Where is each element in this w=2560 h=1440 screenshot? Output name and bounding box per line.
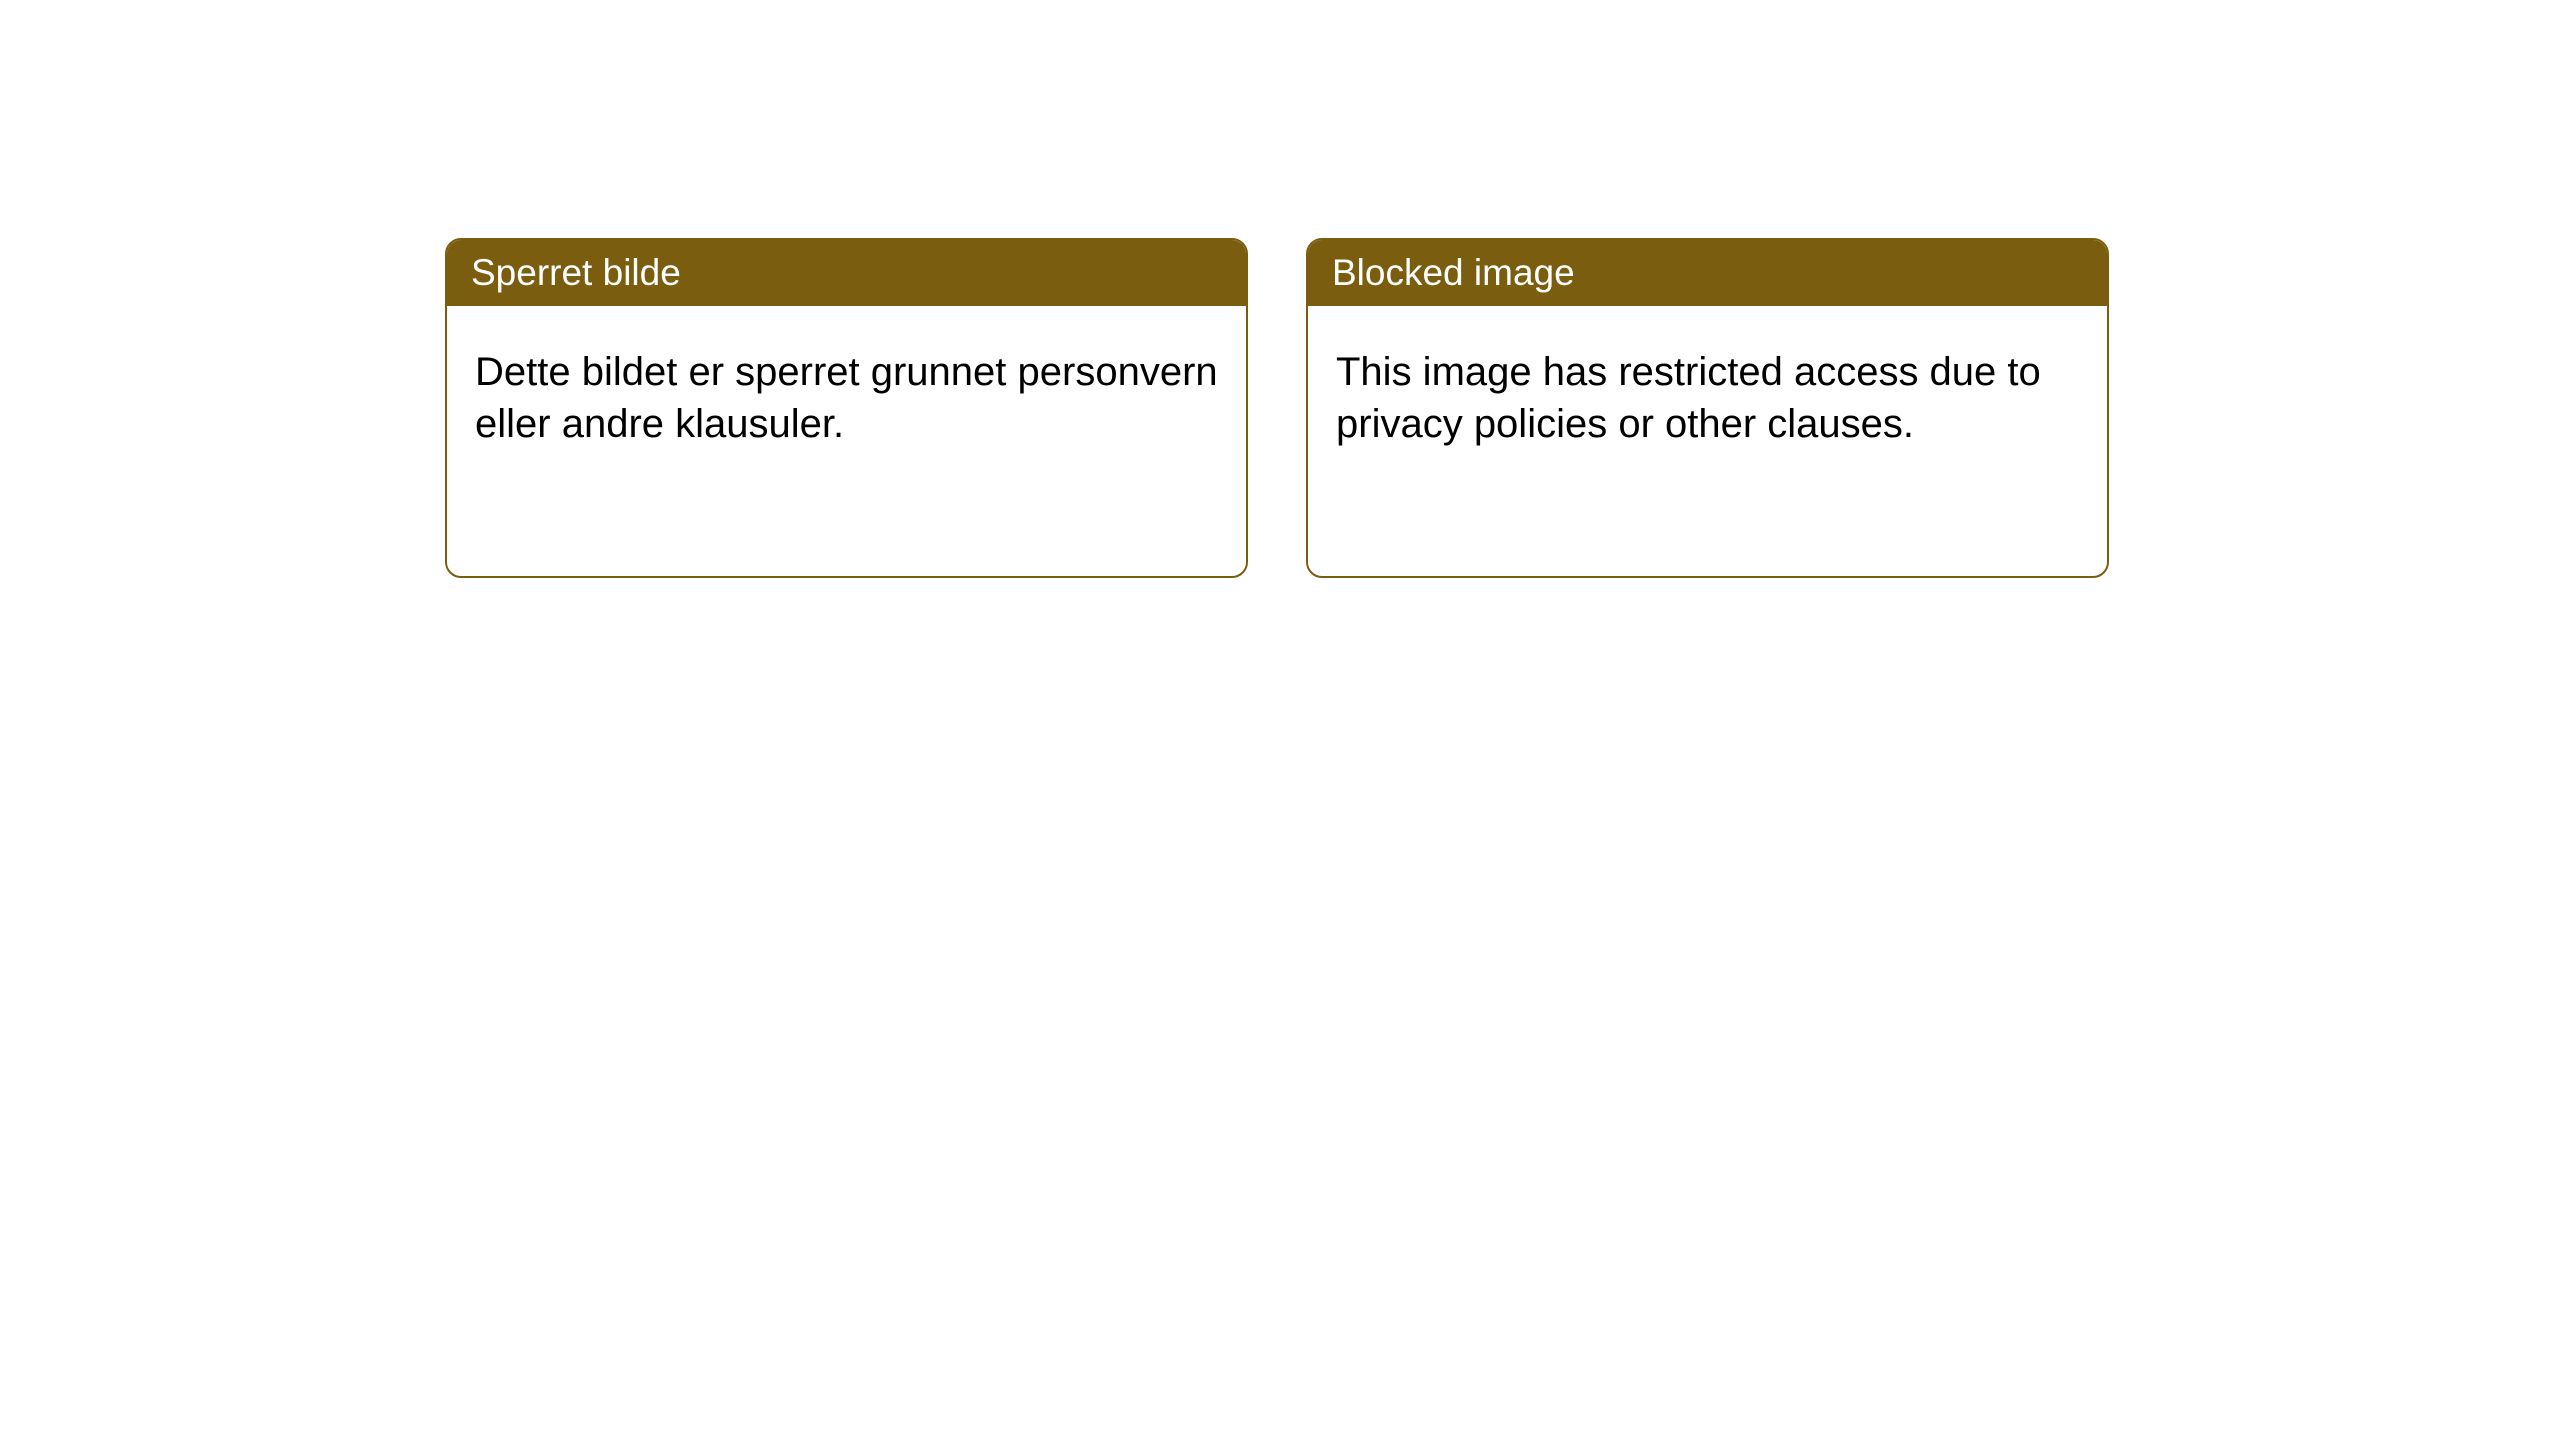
card-body: This image has restricted access due to … [1308, 306, 2107, 576]
notice-card-norwegian: Sperret bilde Dette bildet er sperret gr… [445, 238, 1248, 578]
card-message: Dette bildet er sperret grunnet personve… [475, 350, 1218, 446]
card-title: Sperret bilde [471, 252, 681, 293]
card-title: Blocked image [1332, 252, 1575, 293]
card-header: Sperret bilde [447, 240, 1246, 306]
card-header: Blocked image [1308, 240, 2107, 306]
card-message: This image has restricted access due to … [1336, 350, 2041, 446]
notice-container: Sperret bilde Dette bildet er sperret gr… [445, 238, 2560, 578]
card-body: Dette bildet er sperret grunnet personve… [447, 306, 1246, 576]
notice-card-english: Blocked image This image has restricted … [1306, 238, 2109, 578]
